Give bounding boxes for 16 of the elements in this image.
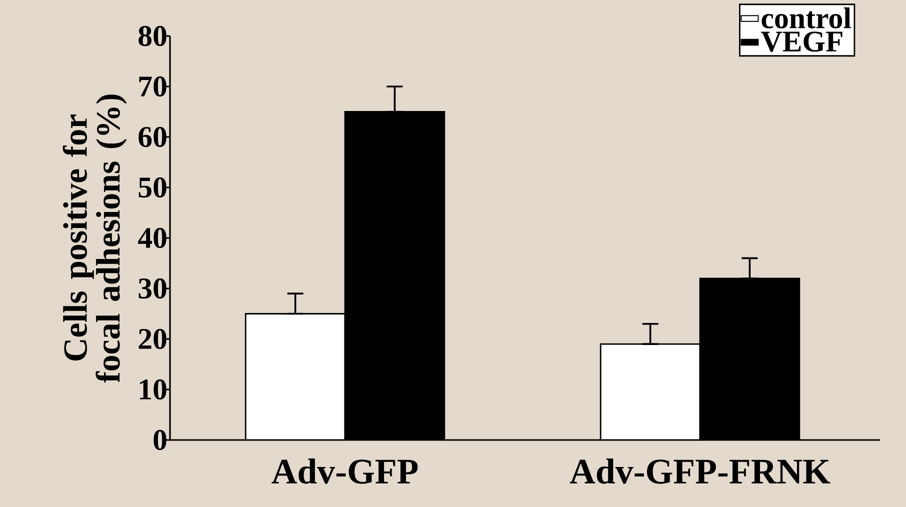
y-tick-label: 80 [138,26,166,46]
y-tick-label: 0 [154,430,166,450]
y-tick-label: 40 [138,228,166,248]
x-tick-label: Adv-GFP [272,458,418,484]
bar [600,343,701,440]
legend-label: VEGF [761,32,842,52]
legend-label: control [762,7,851,28]
y-axis-title: Cells positive for focal adhesions (%) [62,94,127,383]
y-tick-label: 30 [138,278,166,299]
y-tick-label: 60 [138,126,166,148]
y-tick-label: 10 [140,379,166,400]
y-tick-label: 20 [138,328,166,350]
y-tick-label: 50 [138,177,166,198]
bar [246,314,346,440]
y-tick-label: 70 [139,76,166,97]
x-tick-label: Adv-GFP-FRNK [570,458,830,484]
